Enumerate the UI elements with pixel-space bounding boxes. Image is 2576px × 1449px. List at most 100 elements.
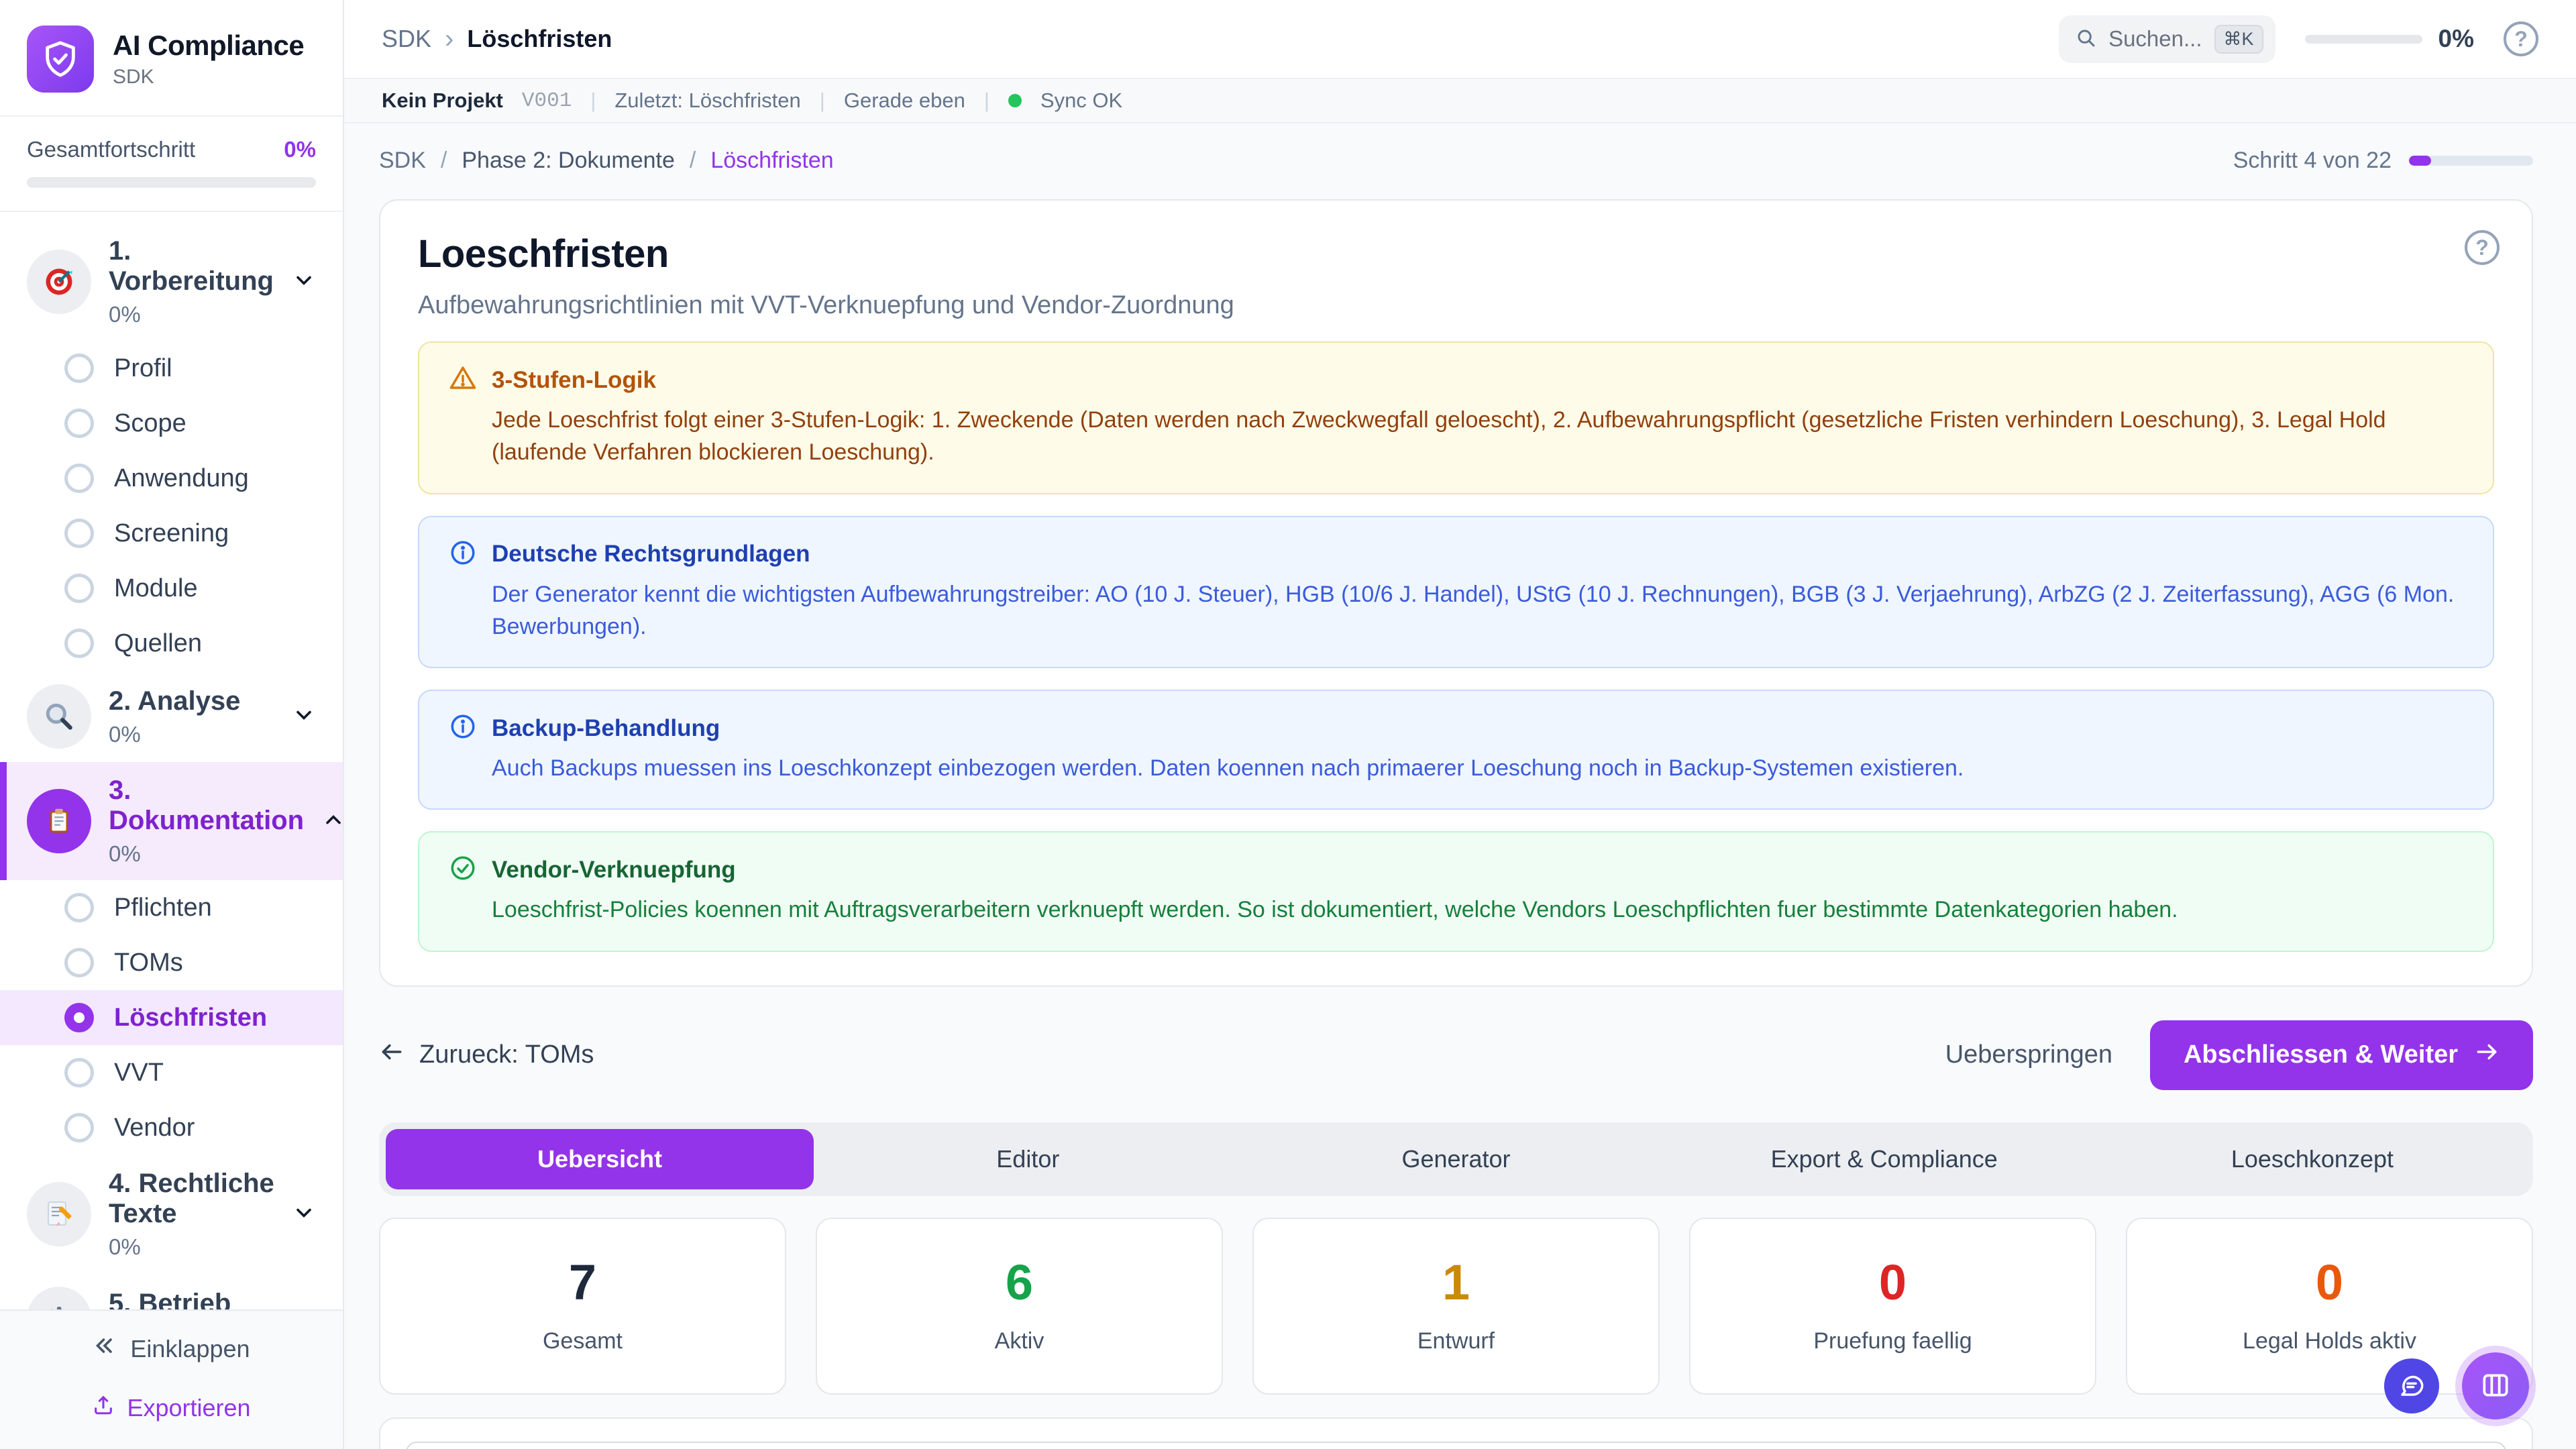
global-search[interactable]: Suchen... ⌘K bbox=[2059, 15, 2275, 63]
radio-icon bbox=[64, 948, 94, 977]
keyboard-shortcut-badge: ⌘K bbox=[2214, 24, 2263, 54]
sidebar-footer: Einklappen Exportieren bbox=[0, 1309, 343, 1449]
radio-selected-icon bbox=[64, 1003, 94, 1032]
breadcrumb-current: Löschfristen bbox=[710, 148, 834, 173]
stat-pruefung-faellig: 0 Pruefung faellig bbox=[1689, 1217, 2096, 1395]
tab-uebersicht[interactable]: Uebersicht bbox=[386, 1128, 814, 1189]
chat-button[interactable] bbox=[2384, 1358, 2439, 1413]
search-icon bbox=[2075, 27, 2096, 52]
status-bar: Kein Projekt V001 | Zuletzt: Löschfriste… bbox=[344, 79, 2576, 123]
sidebar-item-profil[interactable]: Profil bbox=[0, 341, 343, 396]
wizard-actions: Zurueck: TOMs Ueberspringen Abschliessen… bbox=[379, 1020, 2533, 1090]
clipboard-icon bbox=[27, 789, 91, 853]
columns-panel-button[interactable] bbox=[2462, 1352, 2529, 1419]
radio-icon bbox=[64, 519, 94, 548]
complete-next-button[interactable]: Abschliessen & Weiter bbox=[2149, 1020, 2533, 1090]
tab-export-compliance[interactable]: Export & Compliance bbox=[1770, 1144, 1998, 1173]
app-name: AI Compliance bbox=[113, 30, 305, 61]
skip-button[interactable]: Ueberspringen bbox=[1945, 1040, 2112, 1069]
stat-value: 7 bbox=[568, 1254, 597, 1310]
alert-text: Loeschfrist-Policies koennen mit Auftrag… bbox=[492, 897, 2178, 923]
last-visited: Zuletzt: Löschfristen bbox=[614, 89, 801, 112]
chat-bubble-icon bbox=[2398, 1371, 2426, 1401]
sidebar-section-dokumentation[interactable]: 3. Dokumentation 0% bbox=[0, 762, 343, 880]
version-badge: V001 bbox=[521, 89, 572, 113]
top-breadcrumb: SDK › Löschfristen bbox=[382, 24, 612, 54]
magnifier-icon bbox=[27, 684, 91, 749]
sidebar: AI Compliance SDK Gesamtfortschritt 0% 1… bbox=[0, 0, 344, 1449]
sidebar-item-module[interactable]: Module bbox=[0, 561, 343, 616]
page-title: Loeschfristen bbox=[418, 232, 669, 276]
breadcrumb-root[interactable]: SDK bbox=[379, 148, 426, 173]
alert-text: Auch Backups muessen ins Loeschkonzept e… bbox=[492, 755, 1964, 782]
step-label: Schritt 4 von 22 bbox=[2233, 148, 2392, 173]
card-help-icon[interactable]: ? bbox=[2465, 230, 2500, 265]
sidebar-item-toms[interactable]: TOMs bbox=[0, 935, 343, 990]
chevron-down-icon bbox=[292, 1201, 316, 1228]
section-progress: 0% bbox=[109, 302, 141, 327]
page-breadcrumb: SDK / Phase 2: Dokumente / Löschfristen … bbox=[379, 148, 2533, 174]
section-label: 3. Dokumentation bbox=[109, 775, 305, 835]
alert-title: Vendor-Verknuepfung bbox=[492, 856, 736, 883]
chevron-down-icon bbox=[292, 703, 316, 731]
sidebar-item-quellen[interactable]: Quellen bbox=[0, 616, 343, 671]
tab-editor[interactable]: Editor bbox=[996, 1144, 1060, 1173]
arrow-right-icon bbox=[2474, 1039, 2500, 1071]
stat-aktiv: 6 Aktiv bbox=[816, 1217, 1223, 1395]
radio-icon bbox=[64, 354, 94, 383]
section-label: 1. Vorbereitung bbox=[109, 236, 274, 296]
page-content: SDK / Phase 2: Dokumente / Löschfristen … bbox=[344, 123, 2576, 1449]
header-progress-value: 0% bbox=[2438, 25, 2474, 52]
sidebar-item-anwendung[interactable]: Anwendung bbox=[0, 451, 343, 506]
stats-row: 7 Gesamt 6 Aktiv 1 Entwurf 0 Pruefung fa… bbox=[379, 1217, 2533, 1395]
sidebar-item-vendor[interactable]: Vendor bbox=[0, 1100, 343, 1155]
sidebar-item-vvt[interactable]: VVT bbox=[0, 1045, 343, 1100]
upload-icon bbox=[92, 1393, 115, 1422]
tab-loeschkonzept[interactable]: Loeschkonzept bbox=[2231, 1144, 2394, 1173]
stat-entwurf: 1 Entwurf bbox=[1252, 1217, 1660, 1395]
double-chevron-left-icon bbox=[93, 1334, 117, 1364]
sidebar-item-pflichten[interactable]: Pflichten bbox=[0, 880, 343, 935]
section-progress: 0% bbox=[109, 1234, 141, 1259]
stat-label: Gesamt bbox=[542, 1328, 623, 1354]
sidebar-nav: 1. Vorbereitung 0% Profil Scope Anwendun… bbox=[0, 212, 343, 1309]
last-saved-time: Gerade eben bbox=[843, 89, 965, 112]
stat-legal-holds: 0 Legal Holds aktiv bbox=[2126, 1217, 2533, 1395]
export-button[interactable]: Exportieren bbox=[0, 1393, 343, 1422]
alert-backup-behandlung: Backup-Behandlung Auch Backups muessen i… bbox=[418, 690, 2494, 810]
chevron-right-icon: › bbox=[445, 23, 454, 54]
alert-text: Der Generator kennt die wichtigsten Aufb… bbox=[492, 581, 2455, 639]
section-progress: 0% bbox=[109, 721, 141, 747]
arrow-left-icon bbox=[379, 1039, 405, 1071]
sidebar-section-rechtliche-texte[interactable]: 4. Rechtliche Texte 0% bbox=[0, 1155, 343, 1273]
main-area: SDK › Löschfristen Suchen... ⌘K 0% ? Kei… bbox=[344, 0, 2576, 1449]
stat-label: Entwurf bbox=[1417, 1328, 1495, 1354]
info-icon bbox=[449, 539, 477, 570]
radio-icon bbox=[64, 574, 94, 603]
back-button[interactable]: Zurueck: TOMs bbox=[379, 1039, 594, 1071]
loeschfristen-card: ? Loeschfristen Aufbewahrungsrichtlinien… bbox=[379, 199, 2533, 987]
collapse-sidebar-button[interactable]: Einklappen bbox=[0, 1334, 343, 1364]
filter-card: Status: Alle Aktiv Entwurf Pruefung noet… bbox=[379, 1417, 2533, 1449]
breadcrumb-root[interactable]: SDK bbox=[382, 25, 432, 52]
check-circle-icon bbox=[449, 854, 477, 885]
sidebar-item-loeschfristen[interactable]: Löschfristen bbox=[0, 990, 343, 1045]
policy-search-input[interactable] bbox=[406, 1441, 2506, 1449]
floating-buttons bbox=[2384, 1352, 2529, 1419]
sidebar-item-screening[interactable]: Screening bbox=[0, 506, 343, 561]
section-progress: 0% bbox=[109, 841, 141, 866]
sidebar-section-betrieb[interactable]: 5. Betrieb 0% bbox=[0, 1273, 343, 1309]
stat-label: Pruefung faellig bbox=[1813, 1328, 1972, 1354]
sidebar-item-scope[interactable]: Scope bbox=[0, 396, 343, 451]
stat-value: 0 bbox=[1878, 1254, 1907, 1310]
tab-generator[interactable]: Generator bbox=[1401, 1144, 1511, 1173]
radio-icon bbox=[64, 464, 94, 493]
sidebar-section-vorbereitung[interactable]: 1. Vorbereitung 0% bbox=[0, 223, 343, 341]
breadcrumb-phase[interactable]: Phase 2: Dokumente bbox=[462, 148, 675, 173]
chevron-up-icon bbox=[321, 808, 343, 835]
help-icon[interactable]: ? bbox=[2504, 21, 2538, 56]
overall-progress-label: Gesamtfortschritt bbox=[27, 137, 196, 162]
sidebar-section-analyse[interactable]: 2. Analyse 0% bbox=[0, 671, 343, 762]
section-label: 5. Betrieb bbox=[109, 1288, 231, 1310]
